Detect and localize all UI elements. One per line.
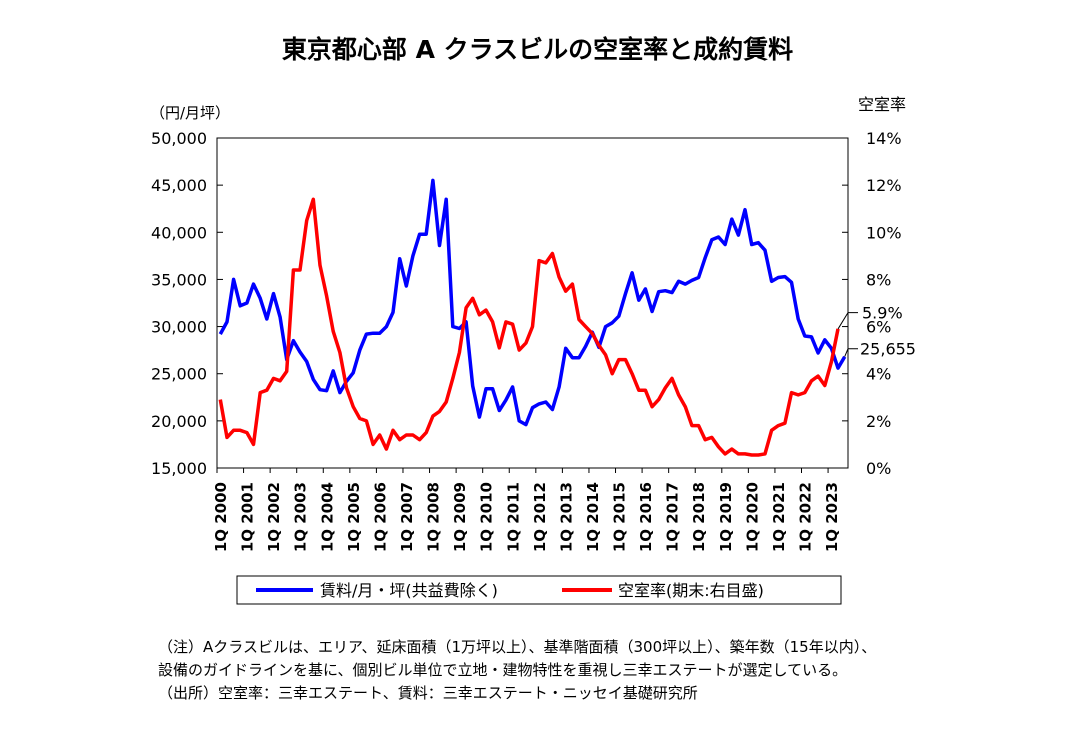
vacancy-callout-line bbox=[837, 312, 858, 330]
x-tick-label: 1Q 2006 bbox=[371, 482, 389, 552]
right-tick-label: 0% bbox=[866, 459, 891, 478]
left-tick-label: 25,000 bbox=[151, 365, 207, 384]
x-tick-label: 1Q 2012 bbox=[531, 482, 549, 552]
vacancy-latest-label: 5.9% bbox=[862, 304, 903, 323]
x-tick-label: 1Q 2000 bbox=[212, 482, 230, 552]
x-tick-label: 1Q 2013 bbox=[557, 482, 575, 552]
x-tick-label: 1Q 2016 bbox=[637, 482, 655, 552]
x-tick-label: 1Q 2022 bbox=[797, 482, 815, 552]
x-tick-label: 1Q 2020 bbox=[743, 482, 761, 552]
x-tick-label: 1Q 2017 bbox=[664, 482, 682, 552]
right-tick-label: 2% bbox=[866, 412, 891, 431]
x-tick-label: 1Q 2014 bbox=[584, 482, 602, 552]
x-tick-label: 1Q 2021 bbox=[770, 482, 788, 552]
x-tick-label: 1Q 2008 bbox=[425, 482, 443, 552]
plot-area bbox=[216, 137, 849, 469]
right-tick-label: 6% bbox=[866, 318, 891, 337]
right-axis-label: 空室率 bbox=[858, 95, 906, 114]
left-axis-label: （円/月坪） bbox=[150, 104, 230, 122]
x-tick-label: 1Q 2002 bbox=[265, 482, 283, 552]
left-tick-label: 50,000 bbox=[151, 129, 207, 148]
legend-label-vacancy: 空室率(期末:右目盛) bbox=[618, 581, 764, 600]
right-tick-label: 4% bbox=[866, 365, 891, 384]
x-tick-label: 1Q 2015 bbox=[611, 482, 629, 552]
left-tick-label: 20,000 bbox=[151, 412, 207, 431]
x-tick-label: 1Q 2004 bbox=[318, 482, 336, 552]
x-tick-label: 1Q 2003 bbox=[292, 482, 310, 552]
right-tick-label: 14% bbox=[866, 129, 902, 148]
right-tick-label: 10% bbox=[866, 223, 902, 242]
left-tick-label: 30,000 bbox=[151, 318, 207, 337]
x-tick-label: 1Q 2011 bbox=[504, 482, 522, 552]
note-source: （出所）空室率：三幸エステート、賃料：三幸エステート・ニッセイ基礎研究所 bbox=[158, 684, 698, 702]
left-tick-label: 45,000 bbox=[151, 176, 207, 195]
x-tick-label: 1Q 2019 bbox=[717, 482, 735, 552]
x-tick-label: 1Q 2018 bbox=[690, 482, 708, 552]
note-line-2: 設備のガイドラインを基に、個別ビル単位で立地・建物特性を重視し三幸エステートが選… bbox=[158, 661, 848, 679]
chart-title: 東京都心部 A クラスビルの空室率と成約賃料 bbox=[281, 35, 794, 64]
x-tick-label: 1Q 2007 bbox=[398, 482, 416, 552]
left-tick-label: 35,000 bbox=[151, 270, 207, 289]
rent-callout-line bbox=[844, 348, 858, 357]
x-tick-label: 1Q 2001 bbox=[239, 482, 257, 552]
x-tick-label: 1Q 2009 bbox=[451, 482, 469, 552]
series-line-1 bbox=[218, 197, 840, 457]
series-line-0 bbox=[218, 178, 847, 427]
rent-latest-label: 25,655 bbox=[860, 340, 916, 359]
x-tick-label: 1Q 2010 bbox=[478, 482, 496, 552]
right-tick-label: 12% bbox=[866, 176, 902, 195]
x-tick-label: 1Q 2005 bbox=[345, 482, 363, 552]
x-tick-label: 1Q 2023 bbox=[823, 482, 841, 552]
note-line-1: （注）Aクラスビルは、エリア、延床面積（1万坪以上）、基準階面積（300坪以上）… bbox=[158, 638, 877, 656]
legend-label-rent: 賃料/月・坪(共益費除く) bbox=[320, 581, 498, 600]
legend-box bbox=[236, 575, 842, 605]
left-tick-label: 15,000 bbox=[151, 459, 207, 478]
right-tick-label: 8% bbox=[866, 270, 891, 289]
left-tick-label: 40,000 bbox=[151, 223, 207, 242]
